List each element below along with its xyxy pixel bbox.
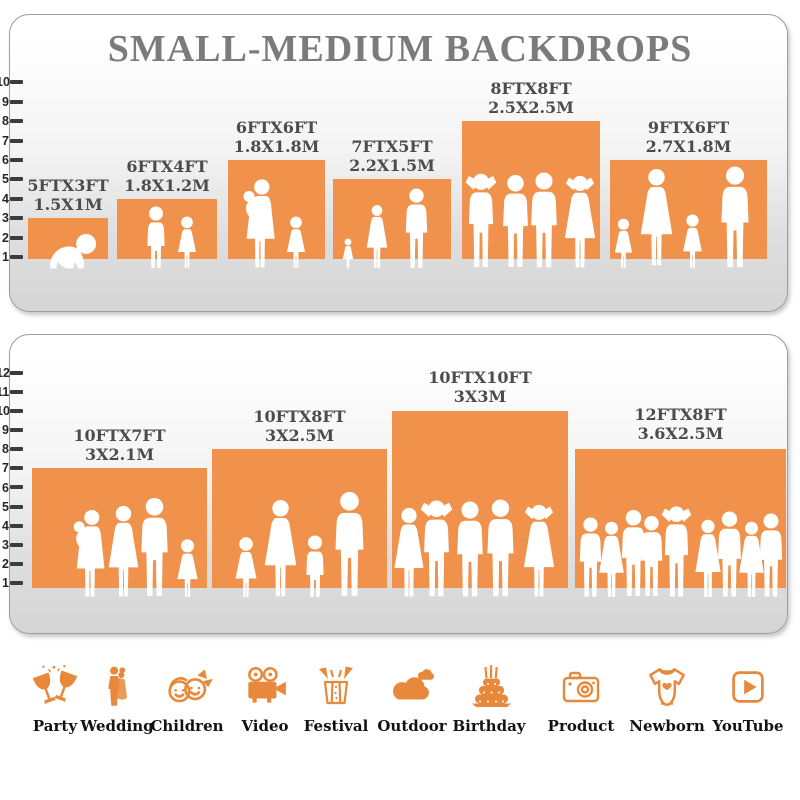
category-label: Video [241, 717, 289, 735]
people-silhouettes [235, 491, 364, 597]
ruler-tick-mark [10, 139, 23, 143]
ruler-tick-mark [10, 80, 23, 84]
ruler-tick-label: 4 [2, 192, 9, 206]
ruler-tick-label: 2 [2, 557, 9, 571]
page-title: SMALL-MEDIUM BACKDROPS [107, 28, 693, 70]
video-camera-icon [248, 667, 286, 703]
people-silhouettes [50, 233, 97, 269]
category-label: Festival [303, 717, 369, 735]
birthday-cake-icon [472, 665, 511, 707]
ruler-tick-label: 8 [2, 114, 9, 128]
ruler-tick-label: 7 [2, 461, 9, 475]
ruler-tick-label: 3 [2, 538, 9, 552]
category-label: Product [547, 717, 615, 735]
ruler-tick-mark [10, 216, 23, 220]
ruler-tick-mark [10, 428, 23, 432]
category-birthday: Birthday [451, 660, 527, 735]
bar-label: 7FTX5FT 2.2X1.5M [349, 137, 435, 175]
ruler-tick-mark [10, 255, 23, 259]
ruler-tick-label: 10 [0, 404, 10, 418]
category-newborn: Newborn [629, 660, 705, 735]
ruler-tick-label: 10 [0, 75, 10, 89]
ruler-tick-label: 11 [0, 385, 10, 399]
photo-camera-icon [562, 671, 600, 703]
category-label: Birthday [452, 717, 526, 735]
category-label: Party [32, 717, 78, 735]
bar-6ftx4ft [117, 199, 217, 259]
cloud-icon [393, 669, 434, 700]
bar-7ftx5ft [333, 179, 451, 259]
ruler-tick-mark [10, 236, 23, 240]
people-silhouettes [243, 179, 305, 268]
bar-label: 6FTX6FT 1.8X1.8M [233, 118, 320, 156]
ruler-tick-mark [10, 158, 23, 162]
ruler-tick-label: 4 [2, 519, 9, 533]
people-silhouettes [73, 497, 198, 597]
ruler-tick-mark [10, 371, 23, 375]
people-silhouettes [465, 172, 596, 268]
play-button-icon [732, 671, 764, 703]
ruler-tick-mark [10, 524, 23, 528]
bar-label: 10FTX10FT 3X3M [428, 368, 532, 406]
ruler-tick-label: 9 [2, 95, 9, 109]
ruler-tick-label: 9 [2, 423, 9, 437]
category-youtube: YouTube [710, 660, 786, 735]
category-wedding: Wedding [79, 660, 155, 735]
ruler-tick-mark [10, 505, 23, 509]
category-label: Outdoor [377, 717, 447, 735]
ruler-tick-label: 12 [0, 366, 10, 380]
party-glasses-icon [32, 665, 78, 704]
ruler-tick-mark [10, 581, 23, 585]
ruler-tick-mark [10, 447, 23, 451]
category-label: Newborn [629, 717, 705, 735]
ruler-tick-mark [10, 119, 23, 123]
category-children: Children [149, 660, 225, 735]
ruler-tick-mark [10, 562, 23, 566]
ruler-tick-label: 8 [2, 442, 9, 456]
ruler-tick-label: 5 [2, 172, 9, 186]
ruler-tick-label: 2 [2, 231, 9, 245]
wedding-couple-icon [108, 666, 128, 706]
ruler-tick-mark [10, 197, 23, 201]
ruler-tick-mark [10, 543, 23, 547]
bar-label: 10FTX7FT 3X2.1M [73, 426, 166, 464]
ruler-tick-mark [10, 390, 23, 394]
bar-label: 10FTX8FT 3X2.5M [253, 407, 346, 445]
category-label: YouTube [712, 717, 784, 735]
bar-6ftx6ft [228, 160, 325, 259]
ruler-tick-mark [10, 177, 23, 181]
people-silhouettes [614, 166, 749, 268]
bar-label: 8FTX8FT 2.5X2.5M [488, 79, 574, 117]
ruler-tick-label: 1 [2, 576, 9, 590]
category-label: Children [150, 717, 224, 735]
gift-box-icon [319, 666, 353, 705]
category-party: Party [17, 660, 93, 735]
category-video: Video [227, 660, 303, 735]
ruler-tick-label: 7 [2, 134, 9, 148]
people-silhouettes [342, 188, 428, 269]
ruler-tick-label: 1 [2, 250, 9, 264]
ruler-tick-label: 6 [2, 153, 9, 167]
children-faces-icon [168, 669, 213, 703]
ruler-tick-mark [10, 100, 23, 104]
ruler-tick-label: 6 [2, 481, 9, 495]
ruler-tick-mark [10, 409, 23, 413]
category-outdoor: Outdoor [374, 660, 450, 735]
category-label: Wedding [80, 717, 154, 735]
ruler-tick-label: 3 [2, 211, 9, 225]
bar-label: 9FTX6FT 2.7X1.8M [645, 118, 732, 156]
bar-label: 12FTX8FT 3.6X2.5M [634, 405, 727, 443]
bar-label: 5FTX3FT 1.5X1M [27, 176, 109, 214]
baby-onesie-icon [649, 668, 685, 706]
people-silhouettes [147, 206, 196, 268]
ruler-tick-mark [10, 466, 23, 470]
people-silhouettes [579, 506, 783, 597]
ruler-tick-mark [10, 485, 23, 489]
category-festival: Festival [298, 660, 374, 735]
category-product: Product [543, 660, 619, 735]
bar-label: 6FTX4FT 1.8X1.2M [124, 157, 210, 195]
people-silhouettes [394, 499, 555, 597]
ruler-tick-label: 5 [2, 500, 9, 514]
